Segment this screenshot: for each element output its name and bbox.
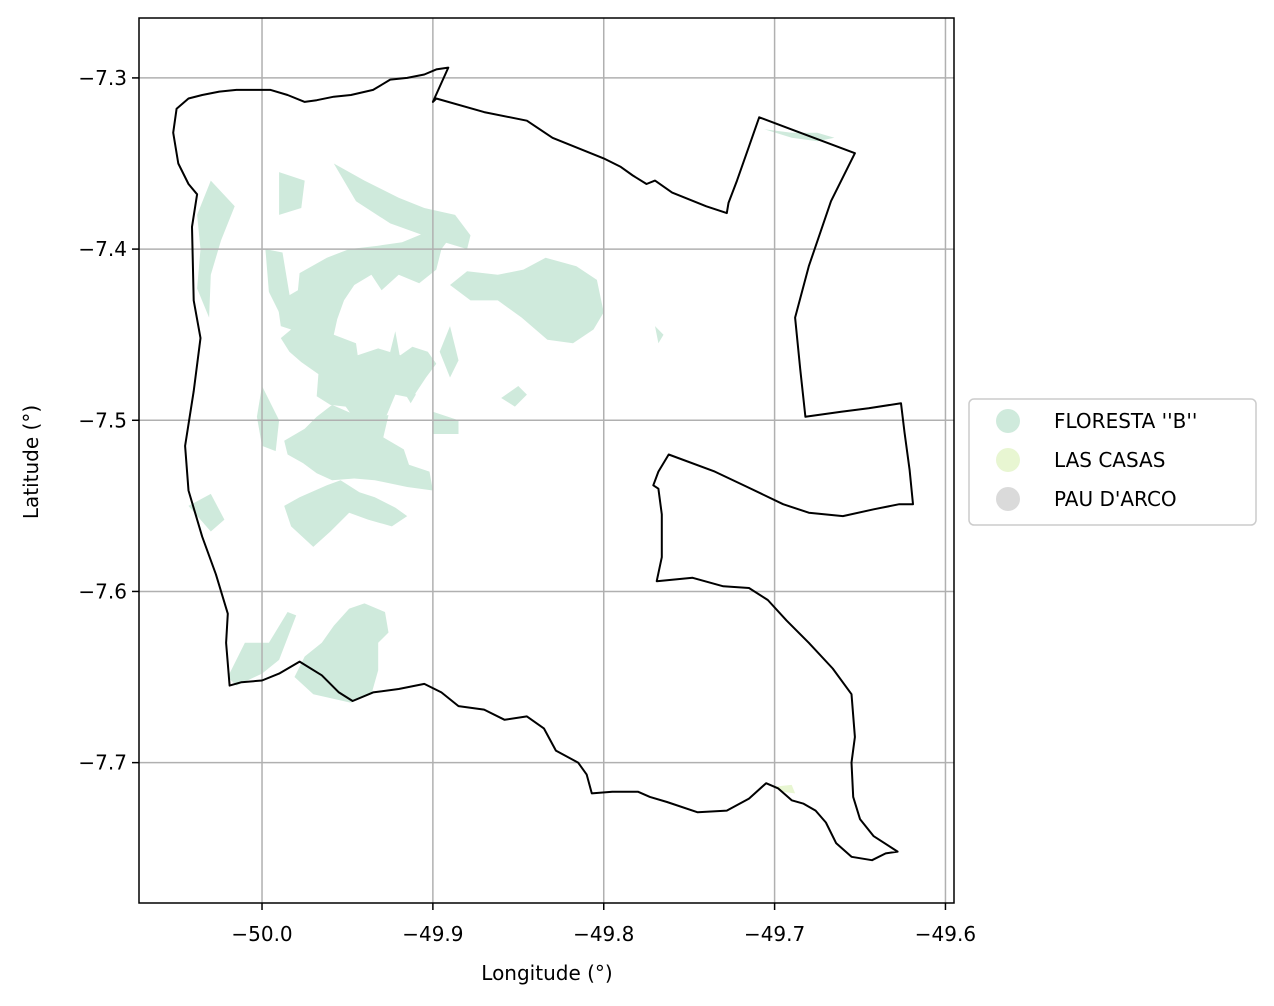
municipality-boundary xyxy=(172,66,914,862)
parcel-floresta-b-12 xyxy=(390,331,416,404)
parcel-floresta-b-16 xyxy=(655,326,664,344)
legend-marker-2 xyxy=(996,487,1020,511)
parcel-floresta-b-4 xyxy=(450,257,604,344)
parcel-floresta-b-2 xyxy=(284,480,408,547)
parcel-floresta-b-15 xyxy=(432,411,459,434)
parcel-floresta-b-13 xyxy=(439,326,459,378)
y-tick-label-1: −7.4 xyxy=(78,237,127,261)
parcel-floresta-b-10 xyxy=(279,172,305,215)
legend-frame xyxy=(968,398,1257,526)
x-axis-label: Longitude (°) xyxy=(481,961,612,985)
y-tick-label-0: −7.3 xyxy=(78,66,127,90)
legend-label-1: LAS CASAS xyxy=(1054,448,1165,472)
gridlines xyxy=(139,18,954,903)
parcel-floresta-b-8 xyxy=(188,493,225,532)
y-tick-label-3: −7.6 xyxy=(78,579,127,603)
x-tick-label-2: −49.8 xyxy=(573,922,634,946)
legend: FLORESTA ''B'' LAS CASAS PAU D'ARCO xyxy=(968,398,1257,526)
land-parcels xyxy=(188,129,835,794)
parcel-floresta-b-1 xyxy=(284,404,433,491)
y-axis-ticks: −7.3 −7.4 −7.5 −7.6 −7.7 xyxy=(78,66,139,775)
parcel-floresta-b-0 xyxy=(277,230,452,424)
x-axis-ticks: −50.0 −49.9 −49.8 −49.7 −49.6 xyxy=(231,903,976,946)
y-axis-label: Latitude (°) xyxy=(19,405,43,519)
y-tick-label-4: −7.7 xyxy=(78,751,127,775)
parcel-floresta-b-14 xyxy=(501,386,527,407)
x-tick-label-3: −49.7 xyxy=(744,922,805,946)
x-tick-label-1: −49.9 xyxy=(402,922,463,946)
x-tick-label-4: −49.6 xyxy=(915,922,976,946)
legend-label-2: PAU D'ARCO xyxy=(1054,487,1177,511)
parcel-floresta-b-6 xyxy=(265,249,293,315)
legend-label-0: FLORESTA ''B'' xyxy=(1054,409,1197,433)
boundary-outline xyxy=(172,66,914,862)
parcel-las-casas-18 xyxy=(774,784,796,794)
y-tick-label-2: −7.5 xyxy=(78,408,127,432)
parcel-floresta-b-7 xyxy=(256,386,280,452)
x-tick-label-0: −50.0 xyxy=(231,922,292,946)
plot-area xyxy=(138,17,955,904)
legend-marker-1 xyxy=(996,448,1020,472)
parcel-floresta-b-3 xyxy=(294,603,389,703)
parcel-floresta-b-11 xyxy=(333,163,471,250)
legend-marker-0 xyxy=(996,409,1020,433)
plot-frame xyxy=(138,17,955,904)
